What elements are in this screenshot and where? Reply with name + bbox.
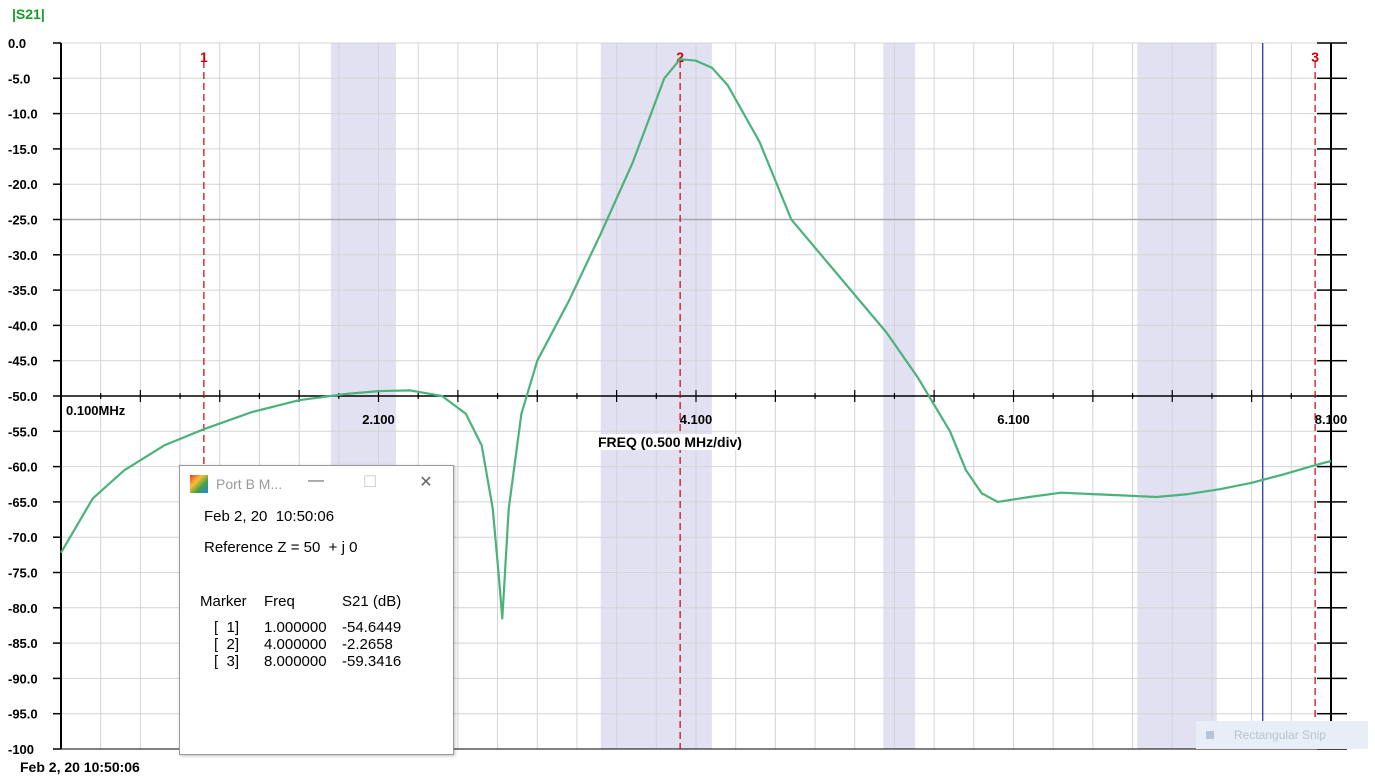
- y-tick-label: -80.0: [8, 601, 38, 616]
- header-marker: Marker: [200, 593, 247, 610]
- y-tick-label: -95.0: [8, 707, 38, 722]
- y-tick-labels: 0.0 -5.0 -10.0 -15.0 -20.0 -25.0 -30.0 -35.0 -40…: [8, 36, 38, 757]
- header-s21: S21 (dB): [342, 593, 402, 610]
- x-tick-labels: 2.100 4.100 6.100 8.100: [362, 412, 1347, 427]
- y-tick-label: -75.0: [8, 566, 38, 581]
- y-tick-label: -30.0: [8, 248, 38, 263]
- y-tick-label: -20.0: [8, 177, 38, 192]
- y-tick-label: -90.0: [8, 671, 38, 686]
- marker-popup-window[interactable]: Port B M... — ☐ ✕ Feb 2, 20 10:50:06 Ref…: [179, 465, 454, 755]
- table-row: [ 3] 8.000000 -59.3416: [200, 653, 401, 670]
- x-tick-label: 2.100: [362, 412, 395, 427]
- marker-table-header: Marker Freq S21 (dB): [200, 593, 401, 610]
- y-tick-label: -15.0: [8, 142, 38, 157]
- marker-id: [ 1]: [214, 619, 240, 636]
- y-tick-label: -10.0: [8, 107, 38, 122]
- y-tick-label: -5.0: [8, 71, 30, 86]
- snip-label: Rectangular Snip: [1234, 728, 1327, 742]
- y-tick-label: -35.0: [8, 283, 38, 298]
- y-tick-label: 0.0: [8, 36, 26, 51]
- snip-icon: [1206, 731, 1214, 739]
- close-button[interactable]: ✕: [419, 474, 433, 491]
- trace-title: |S21|: [12, 6, 45, 22]
- maximize-button[interactable]: ☐: [362, 474, 378, 491]
- popup-titlebar[interactable]: Port B M... — ☐ ✕: [180, 466, 453, 501]
- s21-trace: [60, 58, 1332, 620]
- y-tick-label: -85.0: [8, 636, 38, 651]
- s21-line: [60, 58, 1332, 620]
- y-tick-label: -55.0: [8, 424, 38, 439]
- header-freq: Freq: [264, 593, 295, 610]
- marker-s21: -54.6449: [342, 619, 402, 636]
- x-tick-label: 8.100: [1315, 412, 1348, 427]
- marker-label: 3: [1311, 49, 1319, 65]
- minimize-button[interactable]: —: [308, 472, 324, 489]
- x-tick-label: 6.100: [997, 412, 1030, 427]
- x-tick-label: 4.100: [680, 412, 713, 427]
- app-icon: [190, 475, 208, 493]
- marker-label: 2: [676, 49, 684, 65]
- marker-s21: -59.3416: [342, 653, 402, 670]
- marker-table: Marker Freq S21 (dB) [ 1] 1.000000 -54.6…: [200, 593, 401, 670]
- rectangular-snip-toast[interactable]: Rectangular Snip: [1196, 721, 1368, 749]
- marker-label: 1: [200, 49, 208, 65]
- popup-reference: Reference Z = 50 + j 0: [204, 539, 358, 556]
- marker-freq: 4.000000: [264, 636, 327, 653]
- table-row: [ 1] 1.000000 -54.6449: [200, 619, 401, 636]
- marker-s21: -2.2658: [342, 636, 393, 653]
- y-tick-label: -70.0: [8, 530, 38, 545]
- y-tick-label: -25.0: [8, 213, 38, 228]
- y-tick-label: -65.0: [8, 495, 38, 510]
- popup-title: Port B M...: [216, 476, 283, 492]
- start-frequency-label: 0.100MHz: [66, 403, 126, 418]
- y-tick-label: -60.0: [8, 460, 38, 475]
- popup-date: Feb 2, 20 10:50:06: [204, 508, 335, 525]
- timestamp: Feb 2, 20 10:50:06: [20, 759, 140, 775]
- marker-id: [ 2]: [214, 636, 240, 653]
- marker-id: [ 3]: [214, 653, 240, 670]
- y-tick-label: -100: [8, 742, 34, 757]
- y-tick-label: -40.0: [8, 318, 38, 333]
- table-row: [ 2] 4.000000 -2.2658: [200, 636, 401, 653]
- y-tick-label: -50.0: [8, 389, 38, 404]
- y-tick-label: -45.0: [8, 354, 38, 369]
- x-axis-title: FREQ (0.500 MHz/div): [598, 434, 742, 450]
- marker-freq: 1.000000: [264, 619, 327, 636]
- marker-freq: 8.000000: [264, 653, 327, 670]
